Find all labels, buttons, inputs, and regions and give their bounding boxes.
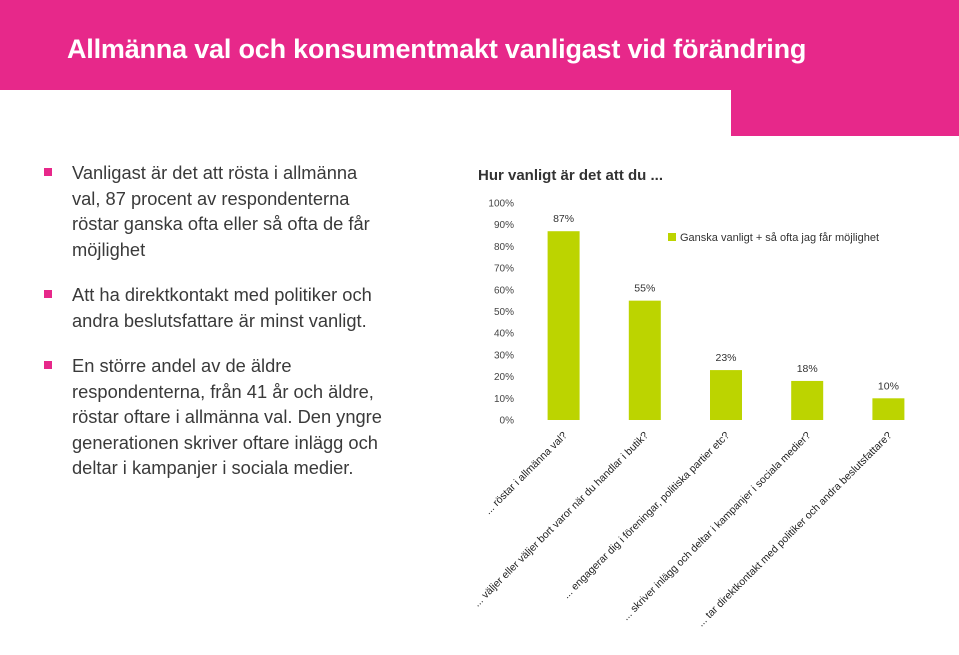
header-banner xyxy=(0,0,959,90)
x-tick-label: ... skriver inlägg och deltar i kampanje… xyxy=(620,430,813,623)
data-label: 87% xyxy=(553,213,574,225)
x-tick-label: ... engagerar dig i föreningar, politisk… xyxy=(561,430,733,602)
data-label: 18% xyxy=(797,363,818,375)
y-tick-label: 80% xyxy=(494,242,514,253)
data-label: 10% xyxy=(878,380,899,392)
legend-label: Ganska vanligt + så ofta jag får möjligh… xyxy=(680,232,879,244)
x-tick-label: ... tar direktkontakt med politiker och … xyxy=(695,430,895,630)
y-tick-label: 60% xyxy=(494,285,514,296)
bullet-item: Vanligast är det att rösta i allmänna va… xyxy=(42,160,382,262)
bullet-item: En större andel av de äldre respondenter… xyxy=(42,353,382,481)
bar xyxy=(791,380,824,420)
square-bullet-icon xyxy=(44,290,52,298)
square-bullet-icon xyxy=(44,168,52,176)
legend-swatch xyxy=(668,233,676,241)
y-tick-label: 90% xyxy=(494,220,514,231)
y-tick-label: 100% xyxy=(488,199,514,210)
bullet-text: En större andel av de äldre respondenter… xyxy=(72,355,382,478)
x-tick-label: ... röstar i allmänna val? xyxy=(482,430,569,517)
y-tick-label: 0% xyxy=(500,416,515,427)
square-bullet-icon xyxy=(44,361,52,369)
bar xyxy=(872,398,905,420)
y-tick-label: 70% xyxy=(494,264,514,275)
y-tick-label: 30% xyxy=(494,350,514,361)
bar xyxy=(628,300,661,420)
y-tick-label: 20% xyxy=(494,372,514,383)
x-tick-label: ... väljer eller väljer bort varor när d… xyxy=(471,430,651,610)
y-tick-label: 40% xyxy=(494,329,514,340)
y-tick-label: 10% xyxy=(494,394,514,405)
header-accent-tab xyxy=(731,90,959,136)
bar xyxy=(710,370,742,420)
slide-title: Allmänna val och konsumentmakt vanligast… xyxy=(67,34,807,64)
bullet-text: Att ha direktkontakt med politiker och a… xyxy=(72,284,372,331)
y-tick-label: 50% xyxy=(494,307,514,318)
data-label: 23% xyxy=(715,352,736,364)
bullet-item: Att ha direktkontakt med politiker och a… xyxy=(42,282,382,333)
bullet-text: Vanligast är det att rösta i allmänna va… xyxy=(72,162,370,260)
bullet-list: Vanligast är det att rösta i allmänna va… xyxy=(42,160,382,481)
chart-title: Hur vanligt är det att du ... xyxy=(478,167,663,184)
data-label: 55% xyxy=(634,283,655,295)
bar xyxy=(547,231,580,420)
